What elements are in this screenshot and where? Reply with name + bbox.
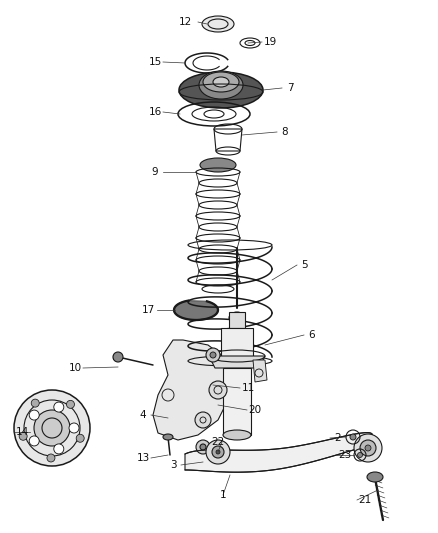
Text: 16: 16 <box>148 107 162 117</box>
Ellipse shape <box>47 454 55 462</box>
Ellipse shape <box>203 72 239 92</box>
Ellipse shape <box>360 440 376 456</box>
Ellipse shape <box>69 423 79 433</box>
Polygon shape <box>209 356 265 368</box>
Ellipse shape <box>200 444 206 450</box>
Ellipse shape <box>200 158 236 172</box>
Ellipse shape <box>212 446 224 458</box>
Ellipse shape <box>195 412 211 428</box>
Text: 11: 11 <box>241 383 254 393</box>
Ellipse shape <box>365 445 371 451</box>
Text: 13: 13 <box>136 453 150 463</box>
Text: 19: 19 <box>263 37 277 47</box>
Text: 6: 6 <box>309 330 315 340</box>
Text: 9: 9 <box>152 167 158 177</box>
Ellipse shape <box>229 312 245 324</box>
Ellipse shape <box>163 434 173 440</box>
Ellipse shape <box>206 348 220 362</box>
Text: 2: 2 <box>335 433 341 443</box>
Ellipse shape <box>29 410 39 420</box>
Ellipse shape <box>179 72 263 108</box>
Ellipse shape <box>29 436 39 446</box>
Text: 7: 7 <box>287 83 293 93</box>
Text: 14: 14 <box>15 427 28 437</box>
Text: 12: 12 <box>178 17 192 27</box>
Ellipse shape <box>357 453 363 457</box>
Ellipse shape <box>113 352 123 362</box>
Polygon shape <box>223 368 251 435</box>
Ellipse shape <box>34 410 70 446</box>
Ellipse shape <box>14 390 90 466</box>
Ellipse shape <box>223 430 251 440</box>
Text: 8: 8 <box>282 127 288 137</box>
Ellipse shape <box>213 77 229 87</box>
Text: 4: 4 <box>140 410 146 420</box>
Ellipse shape <box>209 381 227 399</box>
Text: 3: 3 <box>170 460 177 470</box>
Polygon shape <box>153 340 233 440</box>
Ellipse shape <box>31 399 39 407</box>
Polygon shape <box>221 328 253 358</box>
Ellipse shape <box>199 71 243 99</box>
Ellipse shape <box>354 434 382 462</box>
Ellipse shape <box>216 450 220 454</box>
Ellipse shape <box>196 440 210 454</box>
Polygon shape <box>174 301 218 320</box>
Ellipse shape <box>202 16 234 32</box>
Polygon shape <box>253 360 267 382</box>
Polygon shape <box>185 433 372 472</box>
Text: 23: 23 <box>339 450 352 460</box>
Ellipse shape <box>76 434 84 442</box>
Text: 21: 21 <box>358 495 371 505</box>
Ellipse shape <box>210 352 216 358</box>
Text: 17: 17 <box>141 305 155 315</box>
Ellipse shape <box>54 444 64 454</box>
Polygon shape <box>229 312 245 328</box>
Ellipse shape <box>350 434 356 440</box>
Text: 15: 15 <box>148 57 162 67</box>
Ellipse shape <box>54 402 64 412</box>
Text: 10: 10 <box>68 363 81 373</box>
Text: 22: 22 <box>212 437 225 447</box>
Text: 20: 20 <box>248 405 261 415</box>
Ellipse shape <box>367 472 383 482</box>
Text: 5: 5 <box>302 260 308 270</box>
Text: 1: 1 <box>220 490 226 500</box>
Ellipse shape <box>19 432 27 440</box>
Ellipse shape <box>206 440 230 464</box>
Ellipse shape <box>67 400 74 408</box>
